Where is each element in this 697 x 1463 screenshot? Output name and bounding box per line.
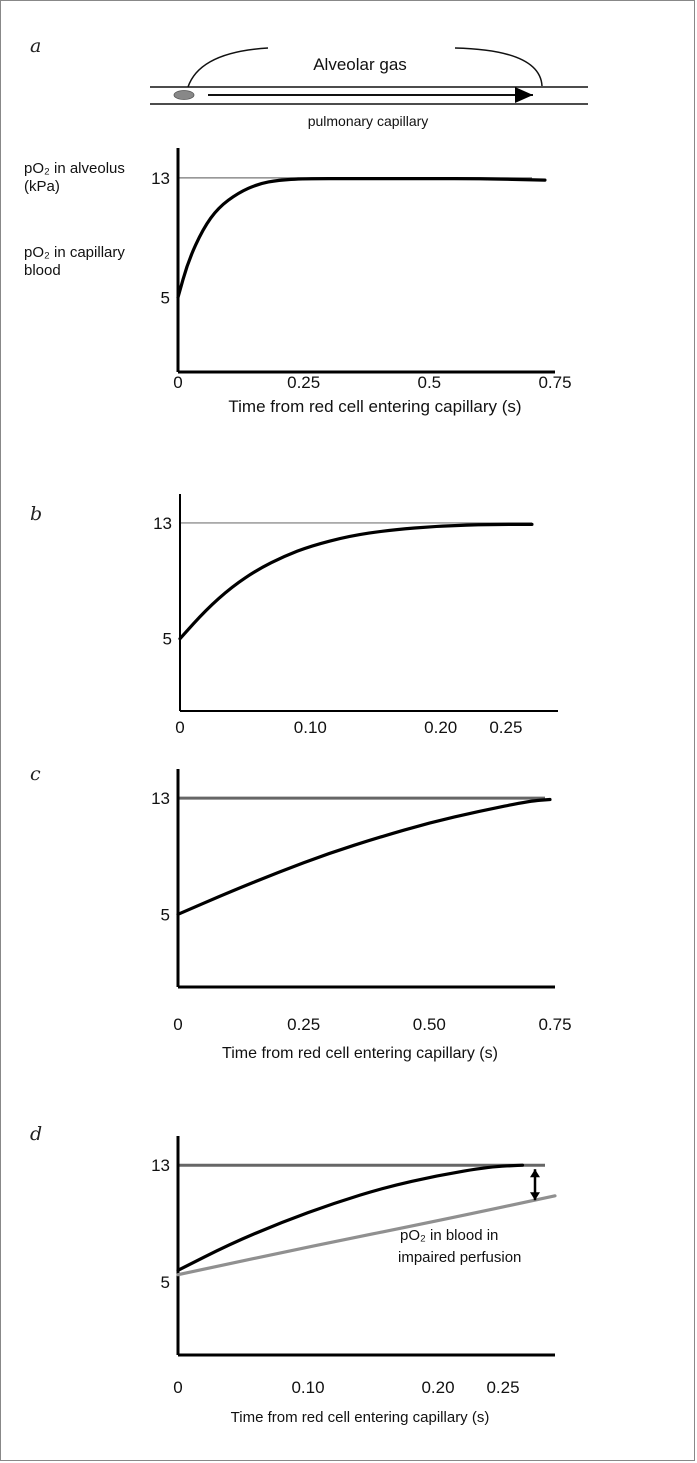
x-tick-label: 0.20 <box>421 1378 454 1397</box>
y-tick-label: 5 <box>163 630 172 649</box>
x-tick-label: 0 <box>173 1015 182 1034</box>
alveolar-gas-label: Alveolar gas <box>313 55 407 74</box>
capillary-po2-curve <box>176 1163 525 1272</box>
y-tick-label: 13 <box>151 1156 170 1175</box>
y-label-alveolus-line1: pO₂ in alveolus <box>24 160 125 177</box>
x-tick-label: 0.25 <box>287 1015 320 1034</box>
y-tick-label: 5 <box>161 905 170 924</box>
y-label-capillary-line1: pO₂ in capillary <box>24 244 125 261</box>
x-tick-label: 0 <box>173 373 182 392</box>
panel-b-letter: b <box>30 503 42 525</box>
y-tick-label: 5 <box>161 288 170 307</box>
y-tick-label: 13 <box>153 514 172 533</box>
plot-b: 5 13 0 0.10 0.20 0.25 <box>153 494 558 737</box>
x-tick-label: 0 <box>175 718 184 737</box>
panel-c-xlabel: Time from red cell entering capillary (s… <box>222 1045 498 1062</box>
x-tick-label: 0.5 <box>418 373 442 392</box>
capillary-po2-curve <box>176 797 552 916</box>
panel-a-letter: a <box>30 35 41 57</box>
x-tick-label: 0.20 <box>424 718 457 737</box>
x-tick-label: 0.10 <box>294 718 327 737</box>
x-tick-label: 0.75 <box>538 373 571 392</box>
panel-d-letter: d <box>30 1123 42 1145</box>
x-tick-label: 0 <box>173 1378 182 1397</box>
y-tick-label: 5 <box>161 1273 170 1292</box>
x-tick-label: 0.25 <box>287 373 320 392</box>
plot-a: 5 13 0 0.25 0.5 0.75 <box>151 148 572 392</box>
capillary-label: pulmonary capillary <box>308 113 429 129</box>
x-tick-label: 0.10 <box>291 1378 324 1397</box>
y-tick-label: 13 <box>151 169 170 188</box>
capillary-po2-curve <box>178 522 534 641</box>
y-label-alveolus-line2: (kPa) <box>24 178 60 195</box>
impaired-perfusion-label-line2: impaired perfusion <box>398 1249 521 1266</box>
x-tick-label: 0.75 <box>538 1015 571 1034</box>
alveolus-right-arc <box>454 47 543 87</box>
capillary-diagram: Alveolar gas pulmonary capillary <box>150 47 588 129</box>
y-label-capillary-line2: blood <box>24 262 61 279</box>
alveolus-left-arc <box>187 47 269 88</box>
x-tick-label: 0.25 <box>489 718 522 737</box>
arrowhead-up-icon <box>530 1169 540 1178</box>
panel-d-xlabel: Time from red cell entering capillary (s… <box>231 1409 490 1426</box>
impaired-perfusion-curve <box>176 1194 557 1277</box>
arrowhead-down-icon <box>530 1192 540 1201</box>
y-tick-label: 13 <box>151 789 170 808</box>
plot-c: 5 13 0 0.25 0.50 0.75 <box>151 769 572 1034</box>
x-tick-label: 0.25 <box>486 1378 519 1397</box>
panel-c-letter: c <box>30 763 41 785</box>
impaired-perfusion-label-line1: pO₂ in blood in <box>400 1227 498 1244</box>
x-tick-label: 0.50 <box>413 1015 446 1034</box>
plot-d: 5 13 0 0.10 0.20 0.25 <box>151 1136 557 1397</box>
panel-a-xlabel: Time from red cell entering capillary (s… <box>228 397 521 416</box>
red-cell-icon <box>173 90 195 100</box>
capillary-po2-curve <box>176 177 547 299</box>
